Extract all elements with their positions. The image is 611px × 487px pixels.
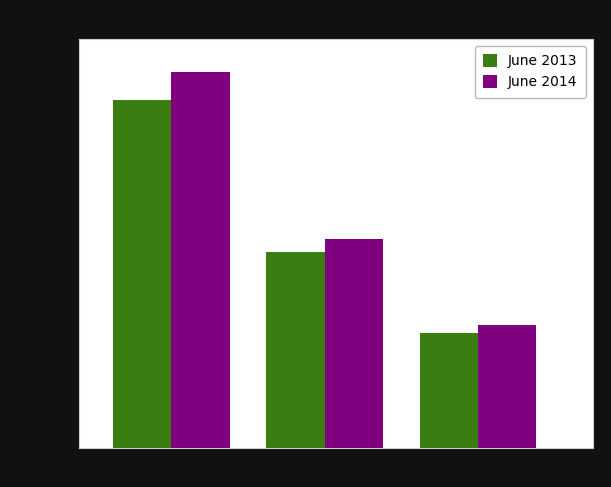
- Bar: [266, 252, 324, 448]
- Bar: [171, 72, 230, 448]
- Bar: [324, 240, 382, 448]
- Bar: [420, 334, 478, 448]
- Bar: [478, 325, 536, 448]
- Legend: June 2013, June 2014: June 2013, June 2014: [475, 46, 586, 97]
- Bar: [113, 100, 171, 448]
